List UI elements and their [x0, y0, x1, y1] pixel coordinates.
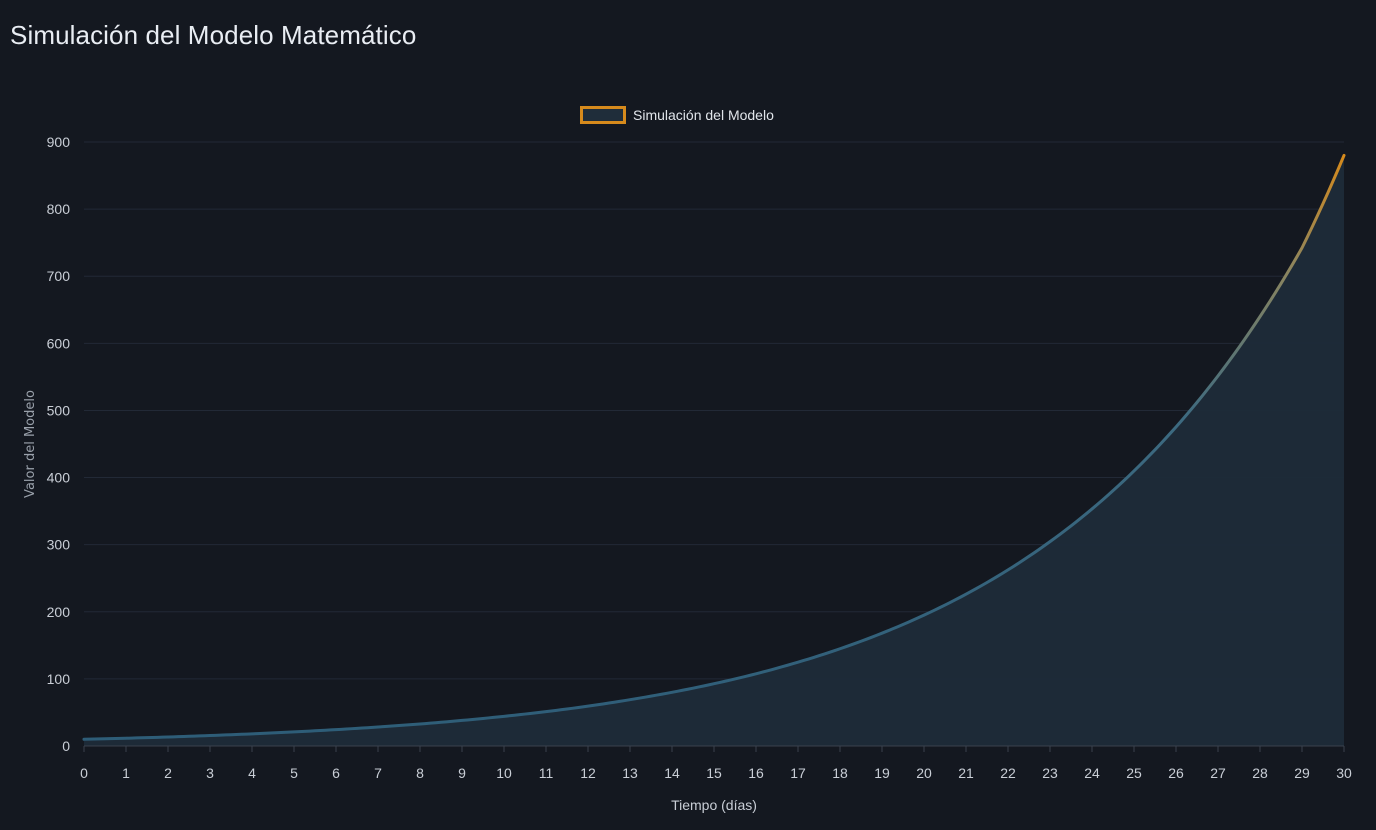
data-point-4[interactable] — [246, 728, 258, 740]
x-tick-label-14: 14 — [664, 765, 680, 781]
area-fill-group — [84, 155, 1344, 747]
series-line — [82, 153, 1346, 741]
data-point-19[interactable] — [876, 627, 888, 639]
x-tick-label-7: 7 — [374, 765, 382, 781]
y-tick-label-8: 800 — [47, 201, 71, 217]
data-point-18[interactable] — [834, 643, 846, 655]
x-tick-label-26: 26 — [1168, 765, 1184, 781]
data-point-27[interactable] — [1212, 370, 1224, 382]
x-tick-label-2: 2 — [164, 765, 172, 781]
x-tick-label-5: 5 — [290, 765, 298, 781]
x-tick-label-10: 10 — [496, 765, 512, 781]
x-tick-label-22: 22 — [1000, 765, 1016, 781]
series-line-group — [78, 149, 1350, 745]
data-point-26[interactable] — [1170, 421, 1182, 433]
y-tick-label-2: 200 — [47, 604, 71, 620]
x-tick-label-13: 13 — [622, 765, 638, 781]
x-tick-label-20: 20 — [916, 765, 932, 781]
y-tick-label-5: 500 — [47, 402, 71, 418]
data-point-23[interactable] — [1044, 536, 1056, 548]
data-point-21[interactable] — [960, 588, 972, 600]
x-tick-label-8: 8 — [416, 765, 424, 781]
x-tick-label-4: 4 — [248, 765, 256, 781]
x-tick-label-0: 0 — [80, 765, 88, 781]
x-tick-label-1: 1 — [122, 765, 130, 781]
y-tick-label-0: 0 — [62, 738, 70, 754]
legend-label: Simulación del Modelo — [633, 107, 774, 123]
x-tick-label-17: 17 — [790, 765, 806, 781]
data-point-29[interactable] — [1296, 242, 1308, 254]
x-tick-label-29: 29 — [1294, 765, 1310, 781]
x-tick-label-21: 21 — [958, 765, 974, 781]
data-point-12[interactable] — [582, 700, 594, 712]
data-point-2[interactable] — [162, 731, 174, 743]
legend-swatch — [580, 106, 626, 124]
y-tick-label-3: 300 — [47, 537, 71, 553]
page-title: Simulación del Modelo Matemático — [10, 20, 417, 50]
data-point-15[interactable] — [708, 678, 720, 690]
data-point-6[interactable] — [330, 724, 342, 736]
y-tick-labels: 0 100 200 300 400 500 600 700 800 900 — [47, 134, 71, 754]
data-point-8[interactable] — [414, 718, 426, 730]
x-axis-title: Tiempo (días) — [671, 797, 757, 813]
x-tick-label-6: 6 — [332, 765, 340, 781]
data-point-30[interactable] — [1338, 149, 1350, 161]
area-fill — [84, 155, 1344, 747]
x-tick-label-12: 12 — [580, 765, 596, 781]
x-tick-label-18: 18 — [832, 765, 848, 781]
data-point-22[interactable] — [1002, 564, 1014, 576]
legend[interactable]: Simulación del Modelo — [580, 106, 774, 124]
x-tick-label-24: 24 — [1084, 765, 1100, 781]
data-point-14[interactable] — [666, 686, 678, 698]
x-tick-label-25: 25 — [1126, 765, 1142, 781]
x-tick-label-11: 11 — [539, 765, 554, 781]
data-point-3[interactable] — [204, 730, 216, 742]
x-tick-label-28: 28 — [1252, 765, 1268, 781]
data-point-5[interactable] — [288, 726, 300, 738]
y-tick-label-1: 100 — [47, 671, 71, 687]
x-tick-label-9: 9 — [458, 765, 466, 781]
data-point-28[interactable] — [1254, 311, 1266, 323]
data-point-10[interactable] — [498, 710, 510, 722]
data-point-24[interactable] — [1086, 503, 1098, 515]
data-point-16[interactable] — [750, 668, 762, 680]
x-tick-label-3: 3 — [206, 765, 214, 781]
data-point-0[interactable] — [78, 733, 90, 745]
data-point-25[interactable] — [1128, 465, 1140, 477]
data-point-1[interactable] — [120, 732, 132, 744]
x-tick-label-27: 27 — [1210, 765, 1226, 781]
data-point-7[interactable] — [372, 721, 384, 733]
data-point-9[interactable] — [456, 714, 468, 726]
x-tick-labels: 0 1 2 3 4 5 6 7 8 9 10 11 12 13 14 15 16 17 18 19 20 21 22 23 24… — [80, 765, 1352, 781]
data-point-11[interactable] — [540, 706, 552, 718]
x-tick-label-23: 23 — [1042, 765, 1058, 781]
data-point-13[interactable] — [624, 694, 636, 706]
x-tick-label-16: 16 — [748, 765, 764, 781]
axes — [83, 745, 1345, 752]
data-point-17[interactable] — [792, 656, 804, 668]
y-axis-title: Valor del Modelo — [23, 390, 38, 498]
y-tick-label-4: 400 — [47, 470, 71, 486]
data-point-20[interactable] — [918, 609, 930, 621]
y-tick-label-9: 900 — [47, 134, 71, 150]
x-tick-label-30: 30 — [1336, 765, 1352, 781]
y-tick-label-6: 600 — [47, 335, 71, 351]
x-tick-label-15: 15 — [706, 765, 722, 781]
y-tick-label-7: 700 — [47, 268, 71, 284]
x-tick-label-19: 19 — [874, 765, 890, 781]
